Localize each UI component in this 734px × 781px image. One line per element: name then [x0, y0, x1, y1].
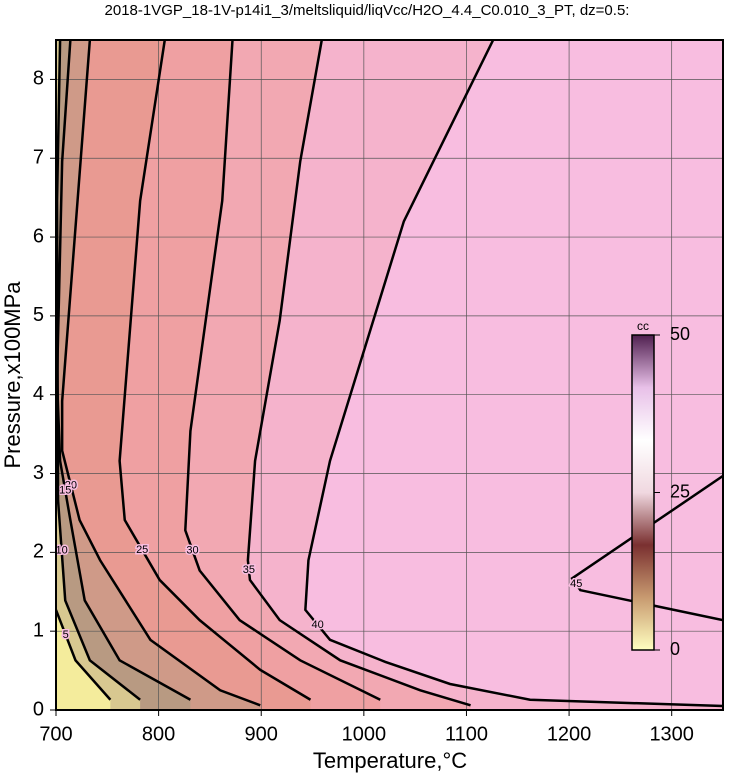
contour-band — [56, 40, 111, 710]
contour-label: 15 — [59, 484, 71, 496]
x-tick-label: 800 — [142, 723, 175, 745]
contour-line — [60, 40, 261, 707]
contour-line — [56, 40, 141, 701]
y-axis-label: Pressure,x100MPa — [0, 281, 25, 469]
colorbar-tick-label: 25 — [670, 481, 690, 501]
contour-label: 25 — [136, 544, 148, 556]
contour-label: 45 — [570, 578, 582, 590]
y-tick-label: 2 — [33, 541, 44, 563]
x-tick-label: 1100 — [445, 723, 488, 745]
x-tick-label: 700 — [39, 723, 72, 745]
contour-line — [56, 40, 192, 701]
colorbar-tick-label: 0 — [670, 639, 680, 659]
contour-line — [56, 609, 112, 701]
contour-label: 5 — [63, 629, 69, 641]
y-tick-label: 5 — [33, 304, 44, 326]
contour-label: 30 — [186, 544, 198, 556]
contour-label: 40 — [312, 619, 324, 631]
contour-line — [304, 40, 723, 708]
x-tick-label: 1000 — [342, 723, 387, 745]
y-tick-label: 7 — [33, 147, 44, 169]
colorbar — [631, 334, 655, 651]
contour-line — [184, 40, 381, 701]
contour-label: 10 — [56, 544, 68, 556]
x-tick-label: 900 — [245, 723, 278, 745]
y-tick-label: 0 — [33, 698, 44, 720]
x-axis-label: Temperature,°C — [313, 748, 467, 773]
contour-label: 20 — [65, 479, 77, 491]
y-tick-label: 6 — [33, 225, 44, 247]
colorbar-label: cc — [637, 319, 649, 333]
contour-line — [246, 40, 471, 707]
y-tick-label: 1 — [33, 619, 44, 641]
contour-band — [56, 40, 311, 710]
x-tick-label: 1200 — [547, 723, 592, 745]
y-tick-label: 4 — [33, 383, 44, 405]
chart-title: 2018-1VGP_18-1V-p14i1_3/meltsliquid/liqV… — [105, 2, 630, 19]
colorbar-tick-label: 50 — [670, 324, 690, 344]
x-tick-label: 1300 — [649, 723, 694, 745]
plot-frame — [55, 39, 724, 711]
contour-line — [118, 40, 312, 701]
contour-label: 35 — [243, 564, 255, 576]
y-tick-label: 3 — [33, 462, 44, 484]
y-tick-label: 8 — [33, 68, 44, 90]
